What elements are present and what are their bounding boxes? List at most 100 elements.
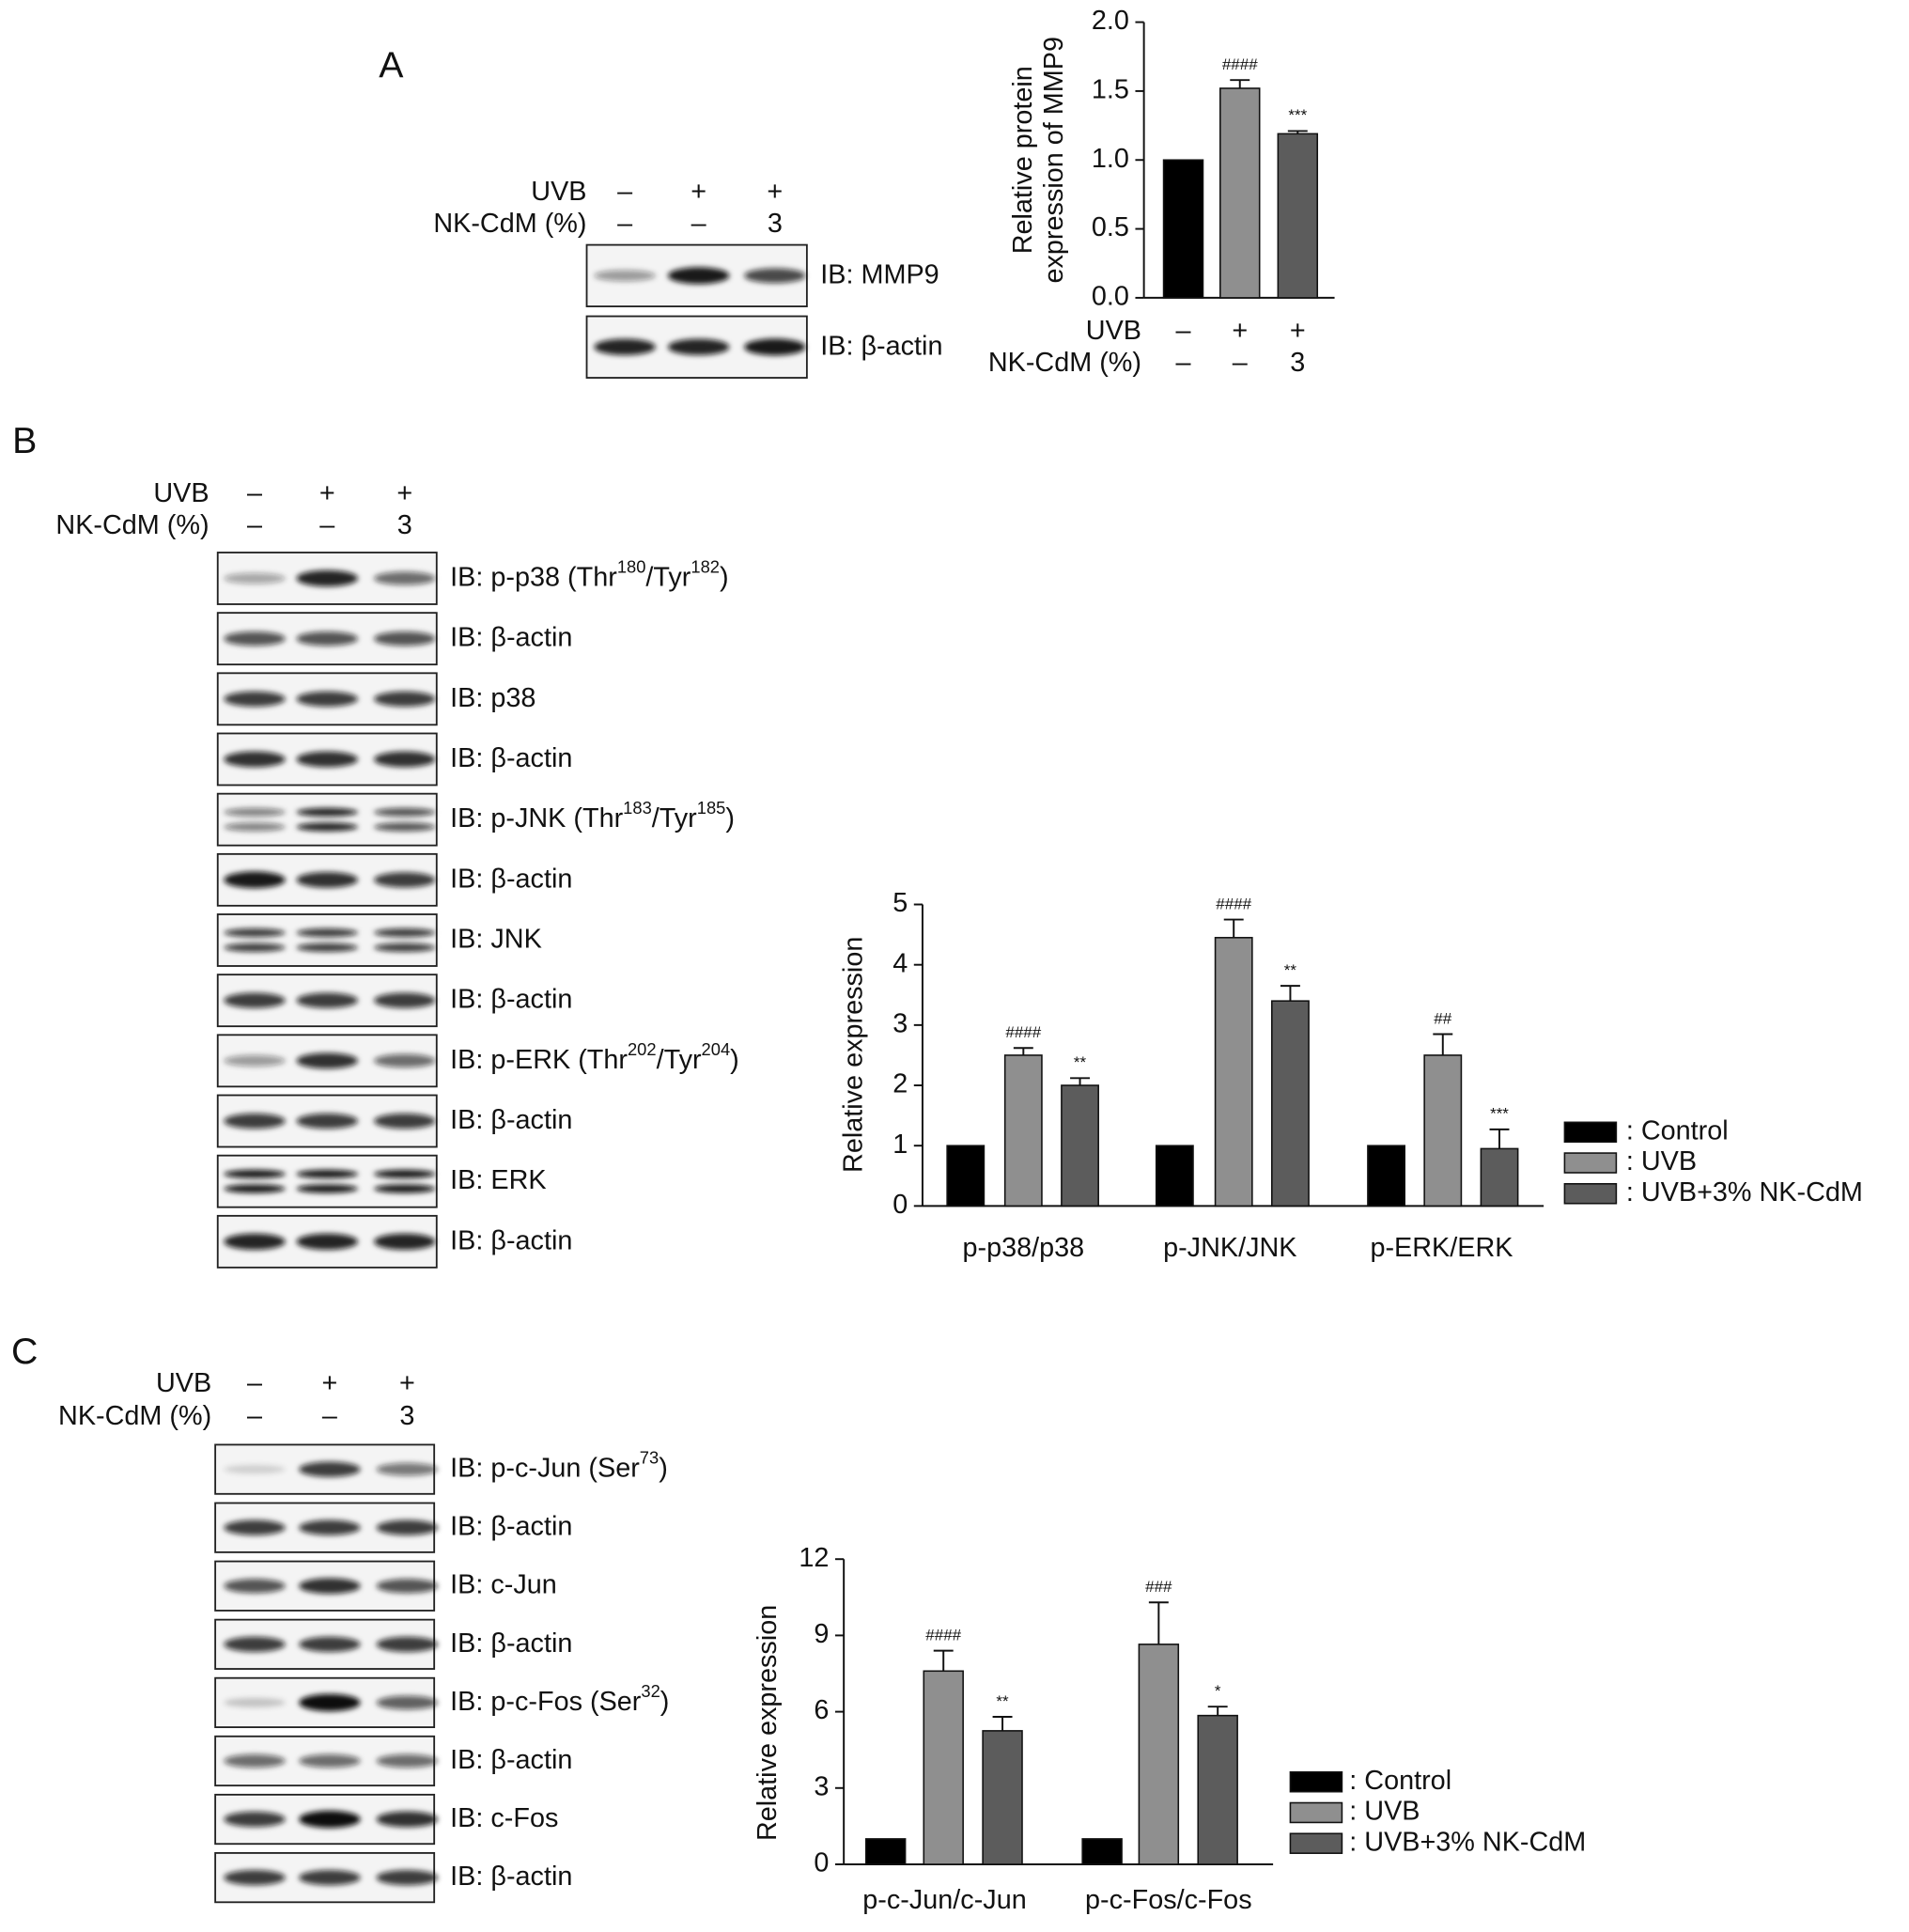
y-axis-label: Relative expression [839, 937, 869, 1173]
bar [1480, 1147, 1519, 1208]
blot-bands [224, 1753, 439, 1768]
band [224, 807, 286, 817]
blot-label-part: IB: β-actin [450, 1745, 572, 1775]
blot-label-part: IB: β-actin [450, 1511, 572, 1541]
treatment-sign: + [691, 177, 706, 207]
blot-label-part: IB: p-c-Fos (Ser [450, 1687, 642, 1717]
blot-label: IB: β-actin [450, 1628, 572, 1658]
treatment-sign: – [247, 1368, 262, 1398]
band [296, 751, 358, 768]
band [667, 267, 730, 285]
blot-label-part: 180 [617, 557, 646, 577]
treatment-sign: – [617, 209, 632, 239]
blot-frame [216, 913, 438, 967]
band [374, 1169, 436, 1178]
blot-bands [224, 1519, 439, 1535]
band [224, 1464, 286, 1474]
blot-bands [594, 338, 806, 356]
bar [1197, 1714, 1238, 1865]
bar [1138, 1644, 1180, 1865]
significance-label: ** [1074, 1053, 1087, 1071]
x-tick-label: p-c-Jun/c-Jun [862, 1885, 1026, 1915]
blot-label: IB: p-JNK (Thr183/Tyr185) [450, 799, 735, 834]
band [224, 1869, 286, 1886]
blot-label: IB: p38 [450, 682, 535, 712]
band [374, 943, 436, 952]
blot-label-part: 185 [697, 799, 726, 818]
blot-label: IB: p-c-Fos (Ser32) [450, 1681, 669, 1716]
blot-label: IB: p-ERK (Thr202/Tyr204) [450, 1039, 739, 1074]
band [224, 871, 286, 889]
band [296, 1113, 358, 1130]
blot-label-part: IB: JNK [450, 924, 542, 954]
y-tick-label: 0 [892, 1190, 908, 1220]
blot-label: IB: β-actin [450, 864, 572, 894]
band [744, 338, 806, 356]
band [299, 1810, 361, 1829]
significance-label: ### [1145, 1578, 1172, 1596]
band [224, 1697, 286, 1707]
bar [864, 1838, 907, 1865]
treatment-sign: + [319, 478, 335, 508]
treatment-sign: 3 [399, 1401, 414, 1431]
legend-swatch [1289, 1832, 1343, 1854]
y-tick-label: 4 [892, 948, 908, 978]
bar [1367, 1145, 1405, 1208]
blot-label: IB: MMP9 [820, 259, 939, 289]
blot-label: IB: c-Jun [450, 1569, 557, 1599]
band [224, 1519, 286, 1535]
legend-swatch [1289, 1801, 1343, 1824]
treatment-sign: + [1232, 316, 1248, 346]
blot-label-part: IB: c-Fos [450, 1803, 558, 1833]
band [224, 691, 286, 707]
significance-label: *** [1288, 106, 1307, 124]
bar [1081, 1838, 1123, 1865]
blot-label-part: ) [725, 803, 735, 834]
treatment-label: UVB [1086, 316, 1141, 346]
blot-bands [224, 807, 436, 832]
y-tick-label: 2 [892, 1069, 908, 1099]
blot-label: IB: β-actin [450, 743, 572, 773]
blot-label-part: IB: p-JNK (Thr [450, 803, 623, 834]
blot-label: IB: c-Fos [450, 1803, 558, 1833]
band [224, 992, 286, 1008]
blot-label: IB: β-actin [450, 1225, 572, 1255]
y-tick-label: 3 [814, 1771, 829, 1801]
bar [1155, 1145, 1194, 1208]
blot-label: IB: β-actin [450, 1105, 572, 1135]
blot-label-part: IB: β-actin [450, 1225, 572, 1255]
band [296, 1052, 358, 1069]
bar [1277, 132, 1319, 299]
treatment-sign: – [322, 1401, 337, 1431]
legend-swatch [1289, 1770, 1343, 1793]
band [224, 1054, 286, 1067]
legend-swatch [1563, 1121, 1618, 1144]
band [376, 1462, 439, 1476]
treatment-sign: + [399, 1368, 415, 1398]
band [224, 1753, 286, 1768]
treatment-sign: + [321, 1368, 337, 1398]
treatment-sign: – [319, 510, 334, 540]
band [296, 1184, 358, 1193]
y-axis-label: Relative protein [1008, 66, 1038, 254]
blot-label-part: /Tyr [652, 803, 697, 834]
blot-label-part: ) [660, 1687, 670, 1717]
treatment-sign: + [1290, 316, 1306, 346]
blot-bands [224, 1233, 436, 1250]
blot-label-part: IB: c-Jun [450, 1569, 557, 1599]
significance-label: * [1215, 1682, 1221, 1700]
y-axis-label: Relative expression [753, 1605, 783, 1841]
band [296, 928, 358, 938]
blot-label-part: /Tyr [645, 562, 691, 592]
band [296, 943, 358, 952]
blot-label-part: 182 [691, 557, 720, 577]
band [224, 751, 286, 768]
band [376, 1519, 439, 1535]
band [594, 338, 656, 355]
y-axis-label: expression of MMP9 [1039, 37, 1069, 284]
blot-label: IB: ERK [450, 1165, 546, 1195]
bar [1219, 87, 1261, 299]
band [374, 1233, 436, 1250]
blot-label: IB: JNK [450, 924, 542, 954]
blot-label-part: IB: β-actin [450, 1628, 572, 1658]
